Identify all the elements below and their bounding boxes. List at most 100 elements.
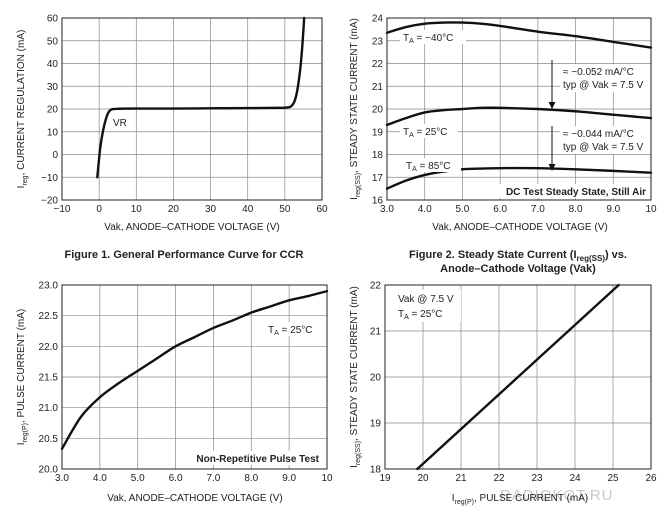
fig2-series-label-minus40c: TA = −40°C [403,33,453,45]
fig2-series-label-85c: TA = 85°C [406,161,451,173]
fig3-y-tick-label: 22.0 [39,342,59,353]
fig1-y-tick-label: −10 [41,173,58,184]
fig4-y-tick-label: 19 [370,419,382,430]
fig2-curve-85c [385,166,653,190]
fig1-vr-label: VR [113,118,127,129]
fig3-ta-label-bg [264,322,324,336]
fig1-y-tick-label: 40 [47,59,59,70]
fig2-y-tick-label: 23 [372,36,384,47]
fig1-x-tick-label: 30 [205,204,217,215]
watermark: RADIOKOT.RU [500,487,614,504]
fig4-y-axis-label: Ireg(SS), STEADY STATE CURRENT (mA) [349,286,362,468]
fig1-x-tick-label: 50 [279,204,291,215]
fig2-arrowhead-2 [548,164,556,171]
fig3-pulse-current-curve [60,289,329,450]
fig1-x-tick-label: −10 [54,204,71,215]
fig4-x-tick-label: 20 [417,473,429,484]
fig3-ta-label: TA = 25°C [268,325,313,337]
fig4-x-axis-label: Ireg(P), PULSE CURRENT (mA) [452,493,589,506]
fig3-x-tick-label: 8.0 [244,473,258,484]
fig3-x-ticks: 3.0 4.0 5.0 6.0 7.0 8.0 9.0 10 [55,473,333,484]
fig2-curve-25c [385,106,653,127]
fig2-y-tick-label: 18 [372,150,384,161]
fig2-x-tick-label: 7.0 [531,204,545,215]
fig3-x-tick-label: 4.0 [93,473,107,484]
fig3-chart: 3.0 4.0 5.0 6.0 7.0 8.0 9.0 10 20.0 20.5 21.0 21.5… [16,281,333,505]
fig1-caption: Figure 1. General Performance Curve for … [64,249,303,261]
fig3-y-tick-label: 20.5 [39,434,59,445]
fig3-plot-frame [61,284,328,470]
fig2-chart: 3.0 4.0 5.0 6.0 7.0 8.0 9.0 10 16 17 18 19 20 21 22 23… [349,14,657,276]
fig2-x-ticks: 3.0 4.0 5.0 6.0 7.0 8.0 9.0 10 [380,204,657,215]
fig2-coef-1-line2: typ @ Vak = 7.5 V [563,80,644,91]
fig1-x-tick-label: 0 [96,204,102,215]
fig2-y-tick-label: 19 [372,127,384,138]
fig4-x-tick-label: 23 [531,473,543,484]
fig4-correlation-line [416,283,620,471]
fig1-y-tick-label: 60 [47,14,59,25]
fig2-y-tick-label: 20 [372,105,384,116]
fig2-plot-frame [386,17,652,201]
fig3-y-ticks: 20.0 20.5 21.0 21.5 22.0 22.5 23.0 [39,281,59,476]
fig1-regulation-curve [96,16,306,179]
fig2-y-tick-label: 17 [372,173,384,184]
fig3-x-tick-label: 3.0 [55,473,69,484]
fig4-vak-note: Vak @ 7.5 V [398,294,454,305]
fig2-coef-2-line2: typ @ Vak = 7.5 V [563,142,644,153]
fig4-x-tick-label: 26 [645,473,657,484]
fig1-x-tick-label: 40 [242,204,254,215]
fig1-x-tick-label: 60 [316,204,328,215]
fig4-x-ticks: 19 20 21 22 23 24 25 26 [379,473,657,484]
fig1-plot-frame [61,17,323,201]
fig2-coef-2-line1: ≈ −0.044 mA/°C [563,129,634,140]
fig2-x-axis-label: Vak, ANODE–CATHODE VOLTAGE (V) [432,222,607,233]
fig3-x-axis-label: Vak, ANODE–CATHODE VOLTAGE (V) [107,493,282,504]
fig4-note-bg [393,290,461,322]
fig1-y-tick-label: 10 [47,127,59,138]
fig2-y-tick-label: 16 [372,196,384,207]
fig4-plot-frame [384,284,652,470]
fig1-y-tick-label: 20 [47,105,59,116]
fig2-label-bg-85 [403,158,461,172]
fig2-y-ticks: 16 17 18 19 20 21 22 23 24 [372,14,384,207]
fig2-coef-1-line1: ≈ −0.052 mA/°C [563,67,634,78]
fig4-y-tick-label: 18 [370,465,382,476]
fig2-x-tick-label: 10 [645,204,657,215]
fig2-y-tick-label: 21 [372,82,384,93]
fig2-coef-box-1 [560,64,650,92]
fig2-x-tick-label: 6.0 [493,204,507,215]
fig2-caption-line1: Figure 2. Steady State Current (Ireg(SS)… [409,249,627,263]
fig2-curve-minus40c [385,21,653,49]
fig2-x-tick-label: 3.0 [380,204,394,215]
fig2-caption-line2: Anode–Cathode Voltage (Vak) [440,263,596,275]
fig4-y-tick-label: 21 [370,327,382,338]
fig1-y-ticks: −20 −10 0 10 20 30 40 50 60 [41,14,58,207]
fig2-label-bg-25 [400,124,458,138]
fig3-x-tick-label: 5.0 [131,473,145,484]
fig2-coef-box-2 [560,126,650,154]
fig2-test-note-bg [494,184,649,198]
fig1-y-tick-label: 30 [47,82,59,93]
fig2-x-tick-label: 4.0 [418,204,432,215]
fig3-y-tick-label: 21.0 [39,403,59,414]
fig3-x-tick-label: 9.0 [282,473,296,484]
fig4-y-tick-label: 20 [370,373,382,384]
fig3-y-tick-label: 23.0 [39,281,59,292]
fig3-x-tick-label: 7.0 [206,473,220,484]
fig3-grid [62,285,327,469]
fig3-y-tick-label: 20.0 [39,465,59,476]
fig1-y-tick-label: −20 [41,196,58,207]
fig2-test-note: DC Test Steady State, Still Air [506,187,646,198]
fig1-y-axis-label: Ireg, CURRENT REGULATION (mA) [16,30,29,189]
fig1-x-tick-label: 20 [168,204,180,215]
fig2-y-tick-label: 24 [372,14,384,25]
fig3-test-note-bg [183,451,325,465]
fig3-y-tick-label: 21.5 [39,373,59,384]
fig3-y-tick-label: 22.5 [39,311,59,322]
fig4-x-tick-label: 25 [607,473,619,484]
fig2-label-bg-minus40 [400,30,466,44]
fig4-x-tick-label: 22 [493,473,505,484]
fig2-y-tick-label: 22 [372,59,384,70]
